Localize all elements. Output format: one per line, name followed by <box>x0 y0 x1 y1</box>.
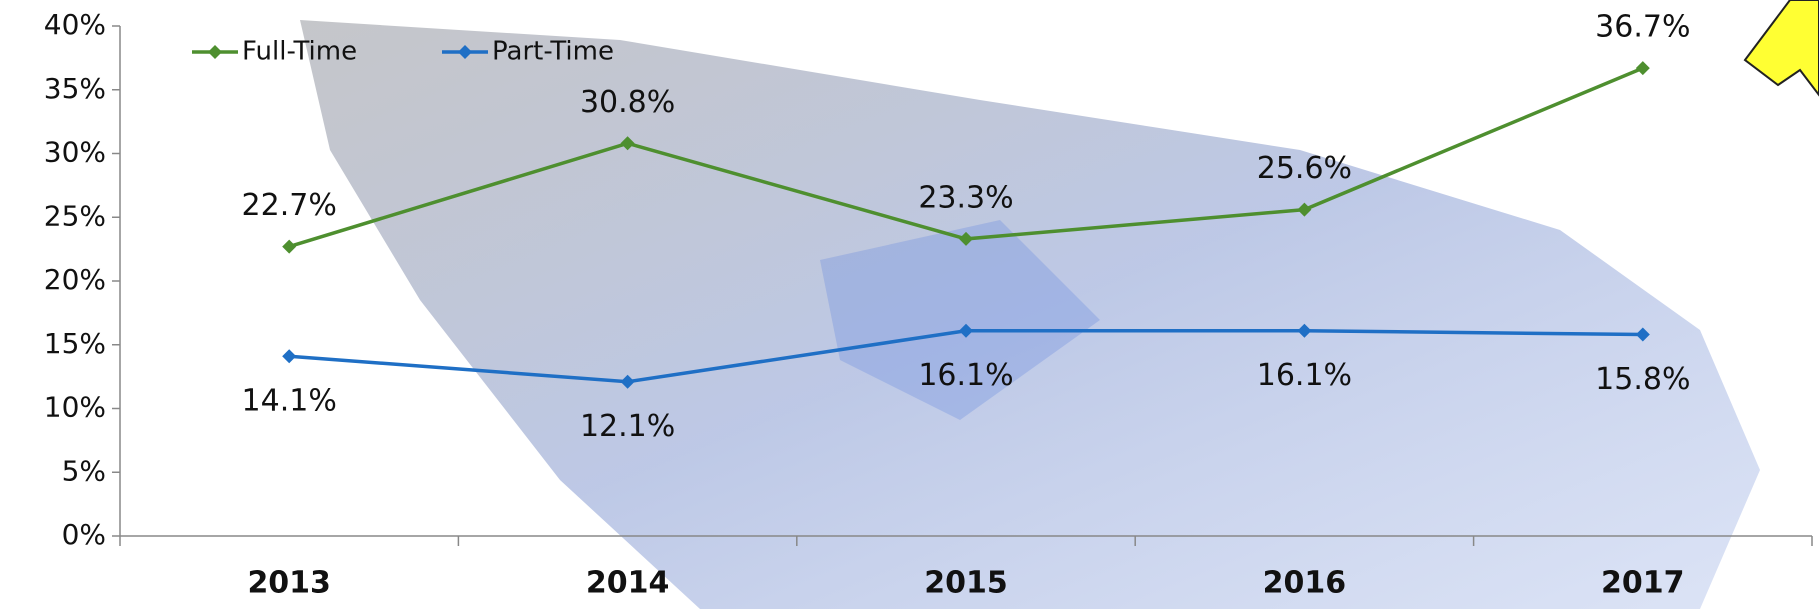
y-tick-label: 20% <box>44 263 106 296</box>
data-label: 23.3% <box>918 180 1013 215</box>
data-label: 12.1% <box>580 409 675 444</box>
background-cap <box>820 220 1100 420</box>
y-tick-label: 35% <box>44 72 106 105</box>
y-tick-label: 10% <box>44 391 106 424</box>
point-marker <box>282 349 297 364</box>
x-tick-label: 2013 <box>247 566 331 601</box>
y-tick-label: 25% <box>44 199 106 232</box>
point-marker <box>959 323 973 338</box>
data-label: 15.8% <box>1595 362 1690 397</box>
point-marker <box>282 239 297 254</box>
point-marker <box>1635 61 1650 76</box>
background-photo <box>300 20 1760 609</box>
data-label: 25.6% <box>1257 151 1352 186</box>
point-marker <box>959 231 973 246</box>
y-tick-label: 30% <box>44 136 106 169</box>
point-marker <box>1297 202 1312 217</box>
legend-label: Full-Time <box>242 37 357 67</box>
data-label: 30.8% <box>580 85 675 120</box>
data-label: 16.1% <box>918 358 1013 393</box>
y-tick-label: 5% <box>62 454 106 487</box>
point-marker <box>620 136 635 151</box>
y-tick-label: 40% <box>44 8 106 41</box>
data-label: 22.7% <box>242 188 337 223</box>
x-tick-label: 2014 <box>586 566 670 601</box>
x-tick-label: 2016 <box>1263 566 1347 601</box>
x-tick-label: 2017 <box>1601 566 1685 601</box>
data-label: 36.7% <box>1595 10 1690 45</box>
point-marker <box>620 374 635 389</box>
y-tick-label: 0% <box>62 518 106 551</box>
point-marker <box>1635 327 1650 342</box>
legend-label: Part-Time <box>492 37 614 67</box>
y-tick-label: 15% <box>44 327 106 360</box>
x-tick-label: 2015 <box>924 566 1008 601</box>
legend-marker <box>458 45 472 59</box>
data-label: 16.1% <box>1257 358 1352 393</box>
point-marker <box>1297 323 1312 338</box>
legend-marker <box>208 45 222 59</box>
star-decoration <box>1743 0 1819 97</box>
data-label: 14.1% <box>242 384 337 419</box>
